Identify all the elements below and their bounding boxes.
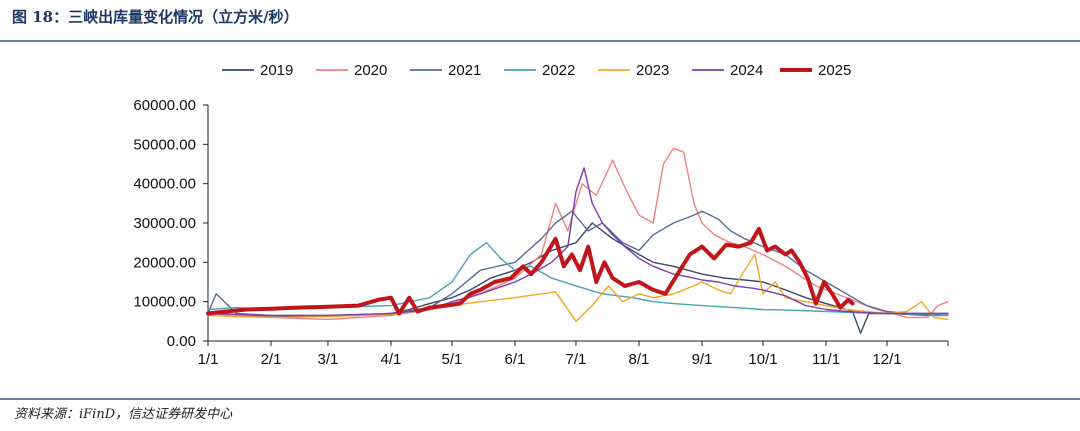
legend-label-2021: 2021 xyxy=(448,62,481,79)
x-tick-label: 1/1 xyxy=(198,351,219,368)
x-tick-label: 6/1 xyxy=(505,351,526,368)
legend-label-2020: 2020 xyxy=(354,62,387,79)
top-divider xyxy=(0,40,1080,42)
legend-label-2025: 2025 xyxy=(818,62,851,79)
y-tick-label: 0.00 xyxy=(167,333,196,350)
line-chart: 2019 2020 2021 2022 2023 2024 2025 60000.00 500… xyxy=(133,62,949,368)
x-tick-label: 9/1 xyxy=(692,351,713,368)
x-tick-label: 11/1 xyxy=(812,351,840,368)
chart-legend: 2019 2020 2021 2022 2023 2024 2025 xyxy=(222,62,851,79)
y-tick-label: 50000.00 xyxy=(133,136,196,153)
x-tick-label: 2/1 xyxy=(261,351,282,368)
x-tick-label: 8/1 xyxy=(629,351,650,368)
legend-label-2023: 2023 xyxy=(636,62,669,79)
legend-label-2024: 2024 xyxy=(730,62,763,79)
series-line-2021 xyxy=(207,210,949,317)
y-tick-label: 60000.00 xyxy=(133,97,196,114)
chart-axes: 60000.00 50000.00 40000.00 30000.00 20000.00… xyxy=(133,97,949,368)
figure-title: 图 18：三峡出库量变化情况（立方米/秒） xyxy=(12,8,299,26)
series-line-2025 xyxy=(206,226,855,316)
x-tick-label: 12/1 xyxy=(872,351,901,368)
x-tick-label: 5/1 xyxy=(442,351,463,368)
y-tick-label: 10000.00 xyxy=(133,294,196,311)
y-tick-label: 40000.00 xyxy=(133,176,196,193)
legend-label-2019: 2019 xyxy=(260,62,293,79)
source-note: 资料来源：iFinD，信达证券研发中心 xyxy=(14,407,233,422)
legend-label-2022: 2022 xyxy=(542,62,575,79)
series-line-2020 xyxy=(207,147,949,321)
series-lines xyxy=(206,147,949,334)
x-tick-label: 7/1 xyxy=(566,351,587,368)
bottom-divider xyxy=(0,398,1080,400)
y-tick-label: 30000.00 xyxy=(133,215,196,232)
x-tick-label: 10/1 xyxy=(748,351,777,368)
series-line-2024 xyxy=(207,167,949,317)
x-tick-label: 3/1 xyxy=(318,351,339,368)
x-tick-label: 4/1 xyxy=(381,351,402,368)
y-tick-label: 20000.00 xyxy=(133,254,196,271)
